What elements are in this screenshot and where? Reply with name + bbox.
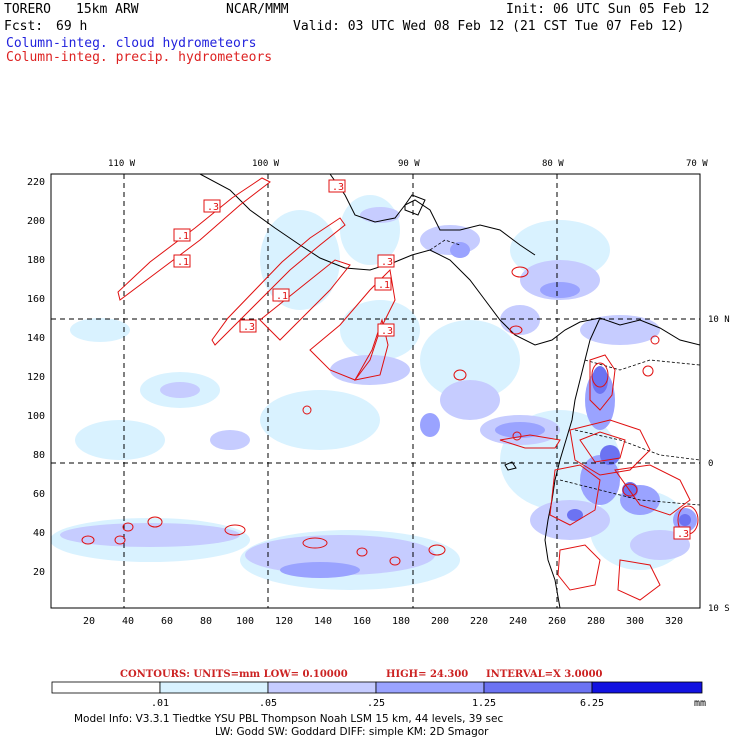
x-tick-label: 320: [665, 616, 683, 627]
x-tick-label: 240: [509, 616, 527, 627]
x-tick-label: 200: [431, 616, 449, 627]
model-name: TORERO: [4, 2, 51, 17]
latitude-labels: 10 N 0 10 S: [708, 315, 730, 614]
contour-interval: INTERVAL=X 3.0000: [486, 669, 603, 680]
colorbar-label: .05: [259, 698, 277, 709]
contour-label-box: [377, 323, 395, 337]
colorbar-bin: [159, 681, 269, 694]
contour-label-box: [374, 277, 392, 291]
color-bar: [51, 681, 703, 694]
organization: NCAR/MMM: [226, 2, 289, 17]
colorbar-labels: .01 .05 .25 1.25 6.25 mm: [151, 698, 706, 709]
colorbar-bin: [591, 681, 703, 694]
lat-label: 10 N: [708, 315, 730, 325]
contour-label: .1: [276, 291, 288, 302]
x-tick-label: 60: [161, 616, 173, 627]
colorbar-label: 1.25: [472, 698, 496, 709]
contour-label-box: [272, 288, 290, 302]
contour-label: .3: [243, 322, 255, 333]
contour-label: .3: [381, 326, 393, 337]
lon-label: 100 W: [252, 159, 280, 169]
model-resolution: 15km ARW: [76, 2, 139, 17]
cloud-field-title: Column-integ. cloud hydrometeors: [6, 36, 257, 51]
y-tick-label: 140: [27, 333, 45, 344]
contour-label: .1: [378, 280, 390, 291]
contour-label-group: .3 .3 .1 .1 .1 .3 .3 .1 .3 .3: [173, 179, 691, 540]
colorbar-bin: [267, 681, 377, 694]
x-tick-label: 180: [392, 616, 410, 627]
model-info-line2: LW: Godd SW: Goddard DIFF: simple KM: 2D…: [215, 726, 489, 738]
lat-label: 0: [708, 459, 713, 469]
lat-lon-grid: [51, 174, 700, 608]
contour-high: HIGH= 24.300: [386, 669, 469, 680]
contour-units: CONTOURS: UNITS=mm LOW= 0.10000: [120, 669, 348, 680]
precip-contours: [81, 177, 699, 601]
contour-label-box: [328, 179, 346, 193]
y-tick-label: 80: [33, 450, 45, 461]
x-tick-label: 300: [626, 616, 644, 627]
lon-label: 90 W: [398, 159, 420, 169]
lon-label: 70 W: [686, 159, 708, 169]
y-tick-label: 220: [27, 177, 45, 188]
x-axis: 20 40 60 80 100 120 140 160 180 200 220 …: [83, 616, 683, 627]
x-tick-label: 220: [470, 616, 488, 627]
x-tick-label: 260: [548, 616, 566, 627]
valid-time: Valid: 03 UTC Wed 08 Feb 12 (21 CST Tue …: [293, 19, 685, 34]
forecast-hours: 69 h: [56, 19, 88, 34]
contour-label-box: [173, 254, 191, 268]
y-tick-label: 160: [27, 294, 45, 305]
x-tick-label: 100: [236, 616, 254, 627]
y-tick-label: 20: [33, 567, 45, 578]
y-tick-label: 180: [27, 255, 45, 266]
lon-label: 110 W: [108, 159, 136, 169]
y-axis: 220 200 180 160 140 120 100 80 60 40 20: [27, 177, 45, 578]
contour-label-box: [239, 319, 257, 333]
colorbar-label: .25: [367, 698, 385, 709]
y-tick-label: 60: [33, 489, 45, 500]
contour-label: .1: [177, 231, 189, 242]
colorbar-unit: mm: [694, 698, 706, 709]
x-tick-label: 140: [314, 616, 332, 627]
contour-label-box: [203, 199, 221, 213]
x-tick-label: 160: [353, 616, 371, 627]
shading-layer: [51, 195, 697, 590]
contour-label-box: [377, 254, 395, 268]
forecast-label: Fcst:: [4, 19, 44, 34]
contour-label-box: [673, 526, 691, 540]
y-tick-label: 40: [33, 528, 45, 539]
y-tick-label: 200: [27, 216, 45, 227]
contour-label-box: [173, 228, 191, 242]
model-info-line1: Model Info: V3.3.1 Tiedtke YSU PBL Thomp…: [74, 713, 504, 725]
colorbar-bin: [483, 681, 593, 694]
contour-label: .3: [381, 257, 393, 268]
x-tick-label: 40: [122, 616, 134, 627]
y-tick-label: 100: [27, 411, 45, 422]
longitude-labels: 110 W 100 W 90 W 80 W 70 W: [108, 159, 708, 169]
contour-label: .3: [332, 182, 344, 193]
coastline: [199, 174, 700, 608]
borders: [429, 239, 700, 506]
x-tick-label: 20: [83, 616, 95, 627]
contour-label: .3: [677, 529, 689, 540]
contour-label: .3: [207, 202, 219, 213]
lat-label: 10 S: [708, 604, 730, 614]
colorbar-label: .01: [151, 698, 169, 709]
colorbar-bin: [375, 681, 485, 694]
plot-frame: [50, 173, 701, 609]
contour-label: .1: [177, 257, 189, 268]
x-tick-label: 80: [200, 616, 212, 627]
y-tick-label: 120: [27, 372, 45, 383]
x-tick-label: 120: [275, 616, 293, 627]
colorbar-label: 6.25: [580, 698, 604, 709]
colorbar-bin: [51, 681, 161, 694]
init-time: Init: 06 UTC Sun 05 Feb 12: [506, 2, 710, 17]
precip-field-title: Column-integ. precip. hydrometeors: [6, 50, 273, 65]
x-tick-label: 280: [587, 616, 605, 627]
lon-label: 80 W: [542, 159, 564, 169]
